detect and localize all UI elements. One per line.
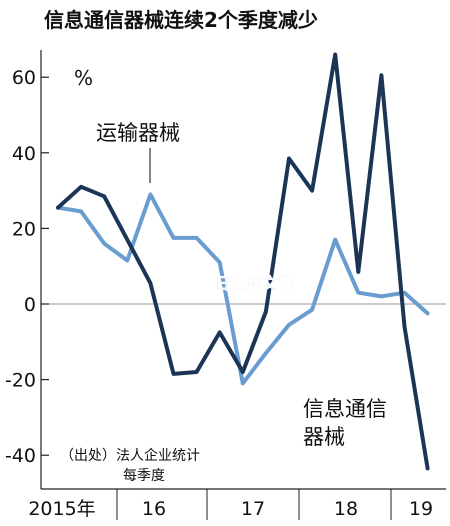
y-tick-label: 0 [24,294,36,316]
series-label-ict: 信息通信 [303,397,387,421]
x-tick-label: 16 [142,498,166,520]
y-tick-labels: 60 40 20 0 -20 -40 [5,67,49,467]
x-tick-label: 2015年 [28,498,95,520]
x-tick-label: 17 [241,498,265,520]
x-tick-label: 18 [334,498,358,520]
y-tick-label: -40 [5,445,36,467]
x-tick-label: 19 [409,498,433,520]
y-tick-label: -20 [5,370,36,392]
source-note-line1: （出处）法人企业统计 [60,447,200,464]
y-tick-label: 60 [12,67,36,89]
series-line [56,52,430,471]
series-lines [56,52,430,471]
series-line [56,192,430,386]
unit-label: % [74,66,93,90]
source-note-line2: 每季度 [123,468,165,484]
y-tick-label: 20 [12,218,36,240]
x-tick-labels: 2015年 16 17 18 19 [28,489,433,520]
watermark-logo: 日经中文网 [214,274,294,293]
series-label-transport: 运输器械 [96,121,180,145]
series-label-ict: 器械 [303,425,345,449]
y-tick-label: 40 [12,143,36,165]
chart-title: 信息通信器械连续2个季度减少 [44,8,318,32]
